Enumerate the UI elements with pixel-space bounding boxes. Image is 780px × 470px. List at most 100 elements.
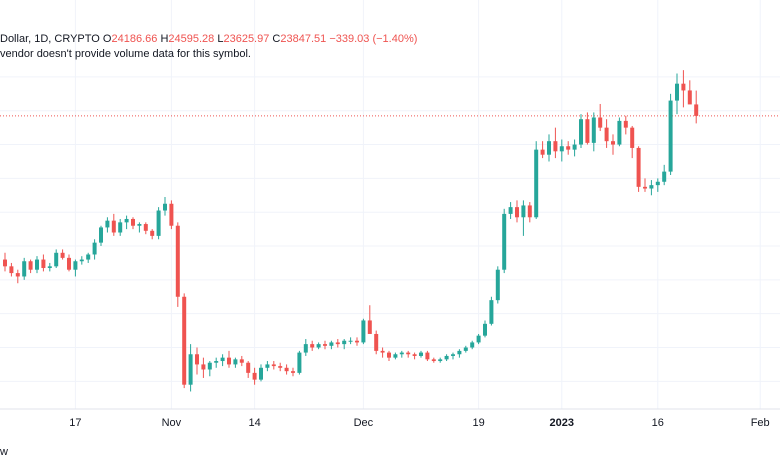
candle (585, 112, 590, 145)
candle (489, 296, 494, 326)
candle (175, 222, 180, 307)
candle (419, 350, 423, 358)
candle (323, 340, 327, 350)
candle-body (239, 359, 244, 363)
candle (92, 239, 97, 260)
x-tick-label: Feb (751, 417, 770, 429)
candle-body (73, 261, 78, 270)
candle-body (131, 218, 135, 226)
candle-body (99, 227, 103, 243)
candle-body (489, 300, 494, 324)
x-tick-label: 17 (69, 417, 81, 429)
candle-body (15, 273, 20, 277)
candle (265, 361, 270, 372)
candle-body (502, 213, 507, 270)
candle-body (310, 344, 315, 348)
candle-body (470, 342, 475, 348)
candle (118, 218, 123, 236)
candle-body (3, 259, 7, 267)
candle (399, 350, 404, 358)
candle (291, 367, 295, 377)
candle-body (284, 367, 289, 372)
candle (188, 344, 193, 392)
candle-body (611, 141, 615, 145)
close-value: 23847.51 (280, 33, 327, 45)
candle (444, 354, 449, 362)
candle (41, 254, 46, 272)
candle (694, 90, 699, 124)
candle-body (207, 362, 212, 370)
candle (227, 350, 231, 368)
candle-body (547, 141, 551, 155)
candle (681, 70, 686, 108)
candle (591, 112, 596, 152)
candle (630, 125, 635, 159)
candle (207, 361, 212, 377)
candle (15, 269, 20, 284)
candle-body (540, 149, 545, 155)
open-label: O (102, 33, 112, 45)
candle-body (143, 224, 148, 231)
candle (310, 340, 315, 351)
candle-body (79, 259, 84, 262)
candle (547, 134, 551, 162)
candle (431, 357, 436, 363)
candle (54, 249, 59, 269)
candle-body (297, 352, 302, 373)
candle-body (515, 207, 519, 218)
candle-body (604, 127, 609, 142)
candle-body (649, 185, 654, 189)
candle (675, 73, 679, 115)
candle (284, 364, 289, 375)
symbol-text: Dollar, 1D, CRYPTO (0, 33, 100, 45)
low-label: L (217, 33, 224, 45)
candle-body (367, 320, 372, 334)
candle-body (291, 371, 295, 373)
candle-body (572, 144, 577, 150)
candle (393, 352, 398, 360)
high-label: H (160, 33, 169, 45)
candle-body (316, 344, 321, 348)
candle (9, 262, 14, 277)
candle (553, 127, 558, 159)
candle-body (41, 259, 46, 269)
candle-body (348, 340, 353, 342)
candle (457, 349, 462, 358)
candle (559, 139, 564, 162)
candle (367, 305, 372, 334)
candle-body (534, 149, 539, 218)
candle (611, 134, 615, 155)
candle-body (438, 359, 443, 362)
candle-body (553, 141, 558, 152)
chart-grid (0, 0, 780, 409)
candle (361, 318, 366, 345)
candle (271, 361, 276, 370)
candle-body (643, 186, 647, 189)
candle-body (67, 257, 71, 270)
candles (3, 70, 699, 392)
candle-body (579, 119, 583, 145)
candle-body (380, 350, 385, 353)
candle (406, 350, 411, 358)
candle (105, 217, 110, 233)
candle (451, 352, 455, 360)
candle-body (393, 354, 398, 358)
candle-body (22, 261, 27, 277)
candle (214, 357, 219, 368)
candle (643, 178, 647, 192)
candle (111, 213, 116, 236)
candle-body (303, 344, 308, 353)
candle-body (630, 127, 635, 148)
candle (22, 257, 27, 280)
candle-body (9, 266, 14, 274)
candle-body (35, 259, 39, 270)
candle-body (28, 261, 33, 270)
candle (303, 339, 308, 356)
candle (527, 202, 532, 223)
candle (131, 217, 135, 230)
candle-body (495, 269, 500, 301)
candle (521, 200, 526, 236)
candle-body (623, 120, 628, 128)
candle-body (412, 354, 417, 356)
